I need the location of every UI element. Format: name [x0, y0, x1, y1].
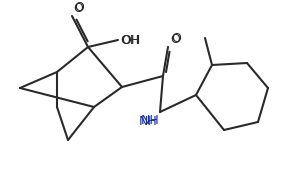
Text: OH: OH: [121, 33, 140, 47]
Text: NH: NH: [140, 114, 159, 127]
Text: O: O: [74, 1, 84, 14]
Text: O: O: [171, 32, 181, 45]
Text: O: O: [170, 33, 180, 46]
Text: O: O: [73, 2, 83, 15]
Text: NH: NH: [139, 115, 158, 128]
Text: OH: OH: [120, 33, 139, 47]
